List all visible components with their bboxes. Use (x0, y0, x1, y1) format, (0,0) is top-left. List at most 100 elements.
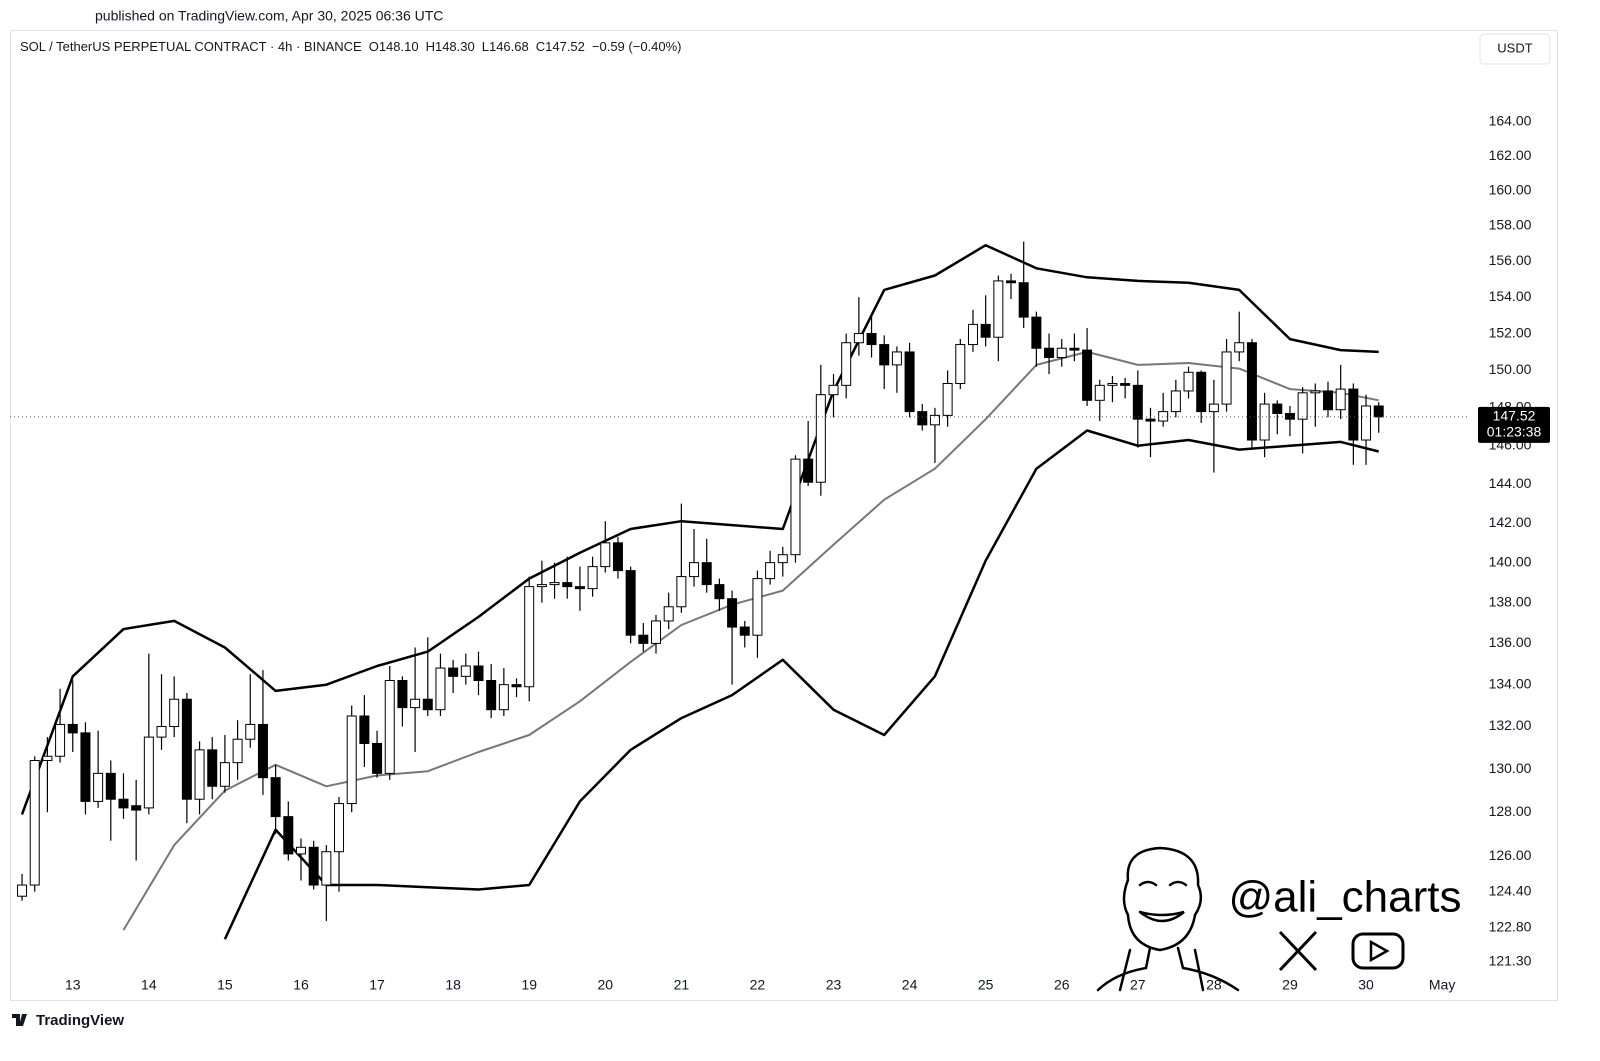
candle-body (1120, 382, 1131, 386)
candle-body (55, 723, 66, 757)
candle-body (1132, 384, 1143, 420)
x-tick-label: 24 (902, 977, 918, 993)
candle-body (232, 738, 243, 764)
candle-body (372, 742, 383, 774)
candle-body (1234, 342, 1245, 353)
candle-body (1082, 349, 1093, 401)
candle-body (169, 698, 180, 728)
candle-body (156, 726, 167, 738)
candle-body (1335, 388, 1346, 411)
candle-body (295, 846, 306, 855)
candle-body (42, 755, 53, 762)
candle-body (334, 803, 345, 853)
candle-body (752, 578, 763, 636)
currency-button[interactable] (1479, 33, 1551, 65)
candle-body (777, 554, 788, 564)
candle-body (181, 698, 192, 800)
y-tick-label: 162.00 (1489, 147, 1532, 163)
candle-body (765, 562, 776, 580)
candle-body (536, 584, 547, 588)
candle-body (131, 805, 142, 811)
x-tick-label: 27 (1130, 977, 1146, 993)
candle-body (524, 586, 535, 688)
candle-body (638, 634, 649, 644)
band-line (20, 243, 1379, 815)
candle-body (1094, 384, 1105, 401)
candle-body (1069, 347, 1080, 351)
candle-body (803, 458, 814, 483)
candle-body (1322, 390, 1333, 411)
last-price-label: 147.52 (1493, 408, 1536, 424)
social-icons (1278, 930, 1405, 972)
x-tick-label: 29 (1282, 977, 1298, 993)
y-tick-label: 152.00 (1489, 324, 1532, 340)
ohlc-value: O148.10 (368, 39, 419, 54)
x-tick-label: 20 (597, 977, 613, 993)
y-tick-label: 121.30 (1489, 953, 1532, 969)
candle-body (841, 342, 852, 386)
candle-body (1158, 411, 1169, 422)
candle-body (663, 606, 674, 622)
y-tick-label: 134.00 (1489, 675, 1532, 691)
candle-body (346, 715, 357, 805)
ohlc-value: H148.30 (425, 39, 475, 54)
candle-body (473, 665, 484, 681)
candle-body (689, 562, 700, 578)
y-tick-label: 130.00 (1489, 760, 1532, 776)
plot-area (10, 241, 1470, 940)
candle-body (219, 762, 230, 787)
x-tick-label: 30 (1358, 977, 1374, 993)
candle-body (321, 851, 332, 886)
candle-body (828, 384, 839, 396)
x-tick-label: 15 (217, 977, 233, 993)
candle-body (308, 846, 319, 886)
candle-body (486, 679, 497, 711)
x-tick-label: 21 (674, 977, 690, 993)
candle-body (448, 667, 459, 677)
candle-body (67, 723, 78, 734)
published-note: published on TradingView.com, Apr 30, 20… (95, 8, 443, 24)
y-tick-label: 158.00 (1489, 216, 1532, 232)
x-tick-label: 23 (826, 977, 842, 993)
candle-body (1284, 412, 1295, 420)
x-tick-label: 28 (1206, 977, 1222, 993)
candle-body (1183, 371, 1194, 392)
candle-body (942, 382, 953, 416)
x-tick-label: 26 (1054, 977, 1070, 993)
y-tick-label: 126.00 (1489, 847, 1532, 863)
candle-body (511, 684, 522, 688)
x-tick-label: 25 (978, 977, 994, 993)
candle-body (80, 732, 91, 802)
candle-body (143, 736, 154, 809)
candle-body (587, 566, 598, 590)
currency[interactable]: USDT (1497, 40, 1532, 55)
band-line (122, 350, 1379, 931)
candle-body (1246, 342, 1257, 441)
candle-body (993, 280, 1004, 338)
candle-body (1196, 371, 1207, 413)
chart-frame (10, 30, 1558, 1001)
candle-body (207, 749, 218, 787)
tradingview-logo (12, 1014, 27, 1026)
candle-body (194, 749, 205, 800)
candle-body (549, 582, 560, 586)
candle-body (435, 667, 446, 711)
candle-body (1018, 282, 1029, 318)
x-tick-label: 19 (521, 977, 537, 993)
watermark-handle: @ali_charts (1229, 873, 1462, 922)
x-tick-label: 22 (750, 977, 766, 993)
y-tick-label: 142.00 (1489, 514, 1532, 530)
candle-body (955, 344, 966, 384)
x-tick-label: 17 (369, 977, 385, 993)
candle-body (257, 723, 268, 779)
y-tick-label: 150.00 (1489, 361, 1532, 377)
candle-body (1208, 403, 1219, 413)
watermark (1096, 846, 1240, 992)
candle-body (853, 333, 864, 344)
ohlc-value: L146.68 (481, 39, 529, 54)
x-tick-label: 14 (141, 977, 157, 993)
candle-body (929, 414, 940, 426)
y-tick-label: 164.00 (1489, 113, 1532, 129)
ohlc-value: −0.59 (−0.40%) (591, 39, 682, 54)
